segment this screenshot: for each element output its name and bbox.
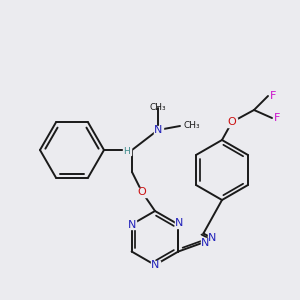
Text: N: N (151, 260, 159, 270)
Bar (151, 260, 160, 269)
Bar (123, 147, 131, 155)
Bar (127, 220, 136, 229)
Text: H: H (124, 146, 130, 155)
Text: N: N (175, 218, 184, 229)
Text: O: O (228, 117, 236, 127)
Bar (175, 219, 184, 228)
Text: N: N (128, 220, 136, 230)
Text: F: F (274, 113, 280, 123)
Bar (201, 238, 210, 247)
Text: F: F (270, 91, 276, 101)
Bar (208, 233, 217, 242)
Text: CH₃: CH₃ (183, 122, 200, 130)
Bar (154, 125, 163, 134)
Text: CH₃: CH₃ (150, 103, 166, 112)
Bar (137, 188, 147, 196)
Text: N: N (208, 233, 216, 243)
Bar (227, 118, 237, 127)
Text: O: O (138, 187, 146, 197)
Text: N: N (154, 125, 162, 135)
Text: N: N (201, 238, 210, 248)
